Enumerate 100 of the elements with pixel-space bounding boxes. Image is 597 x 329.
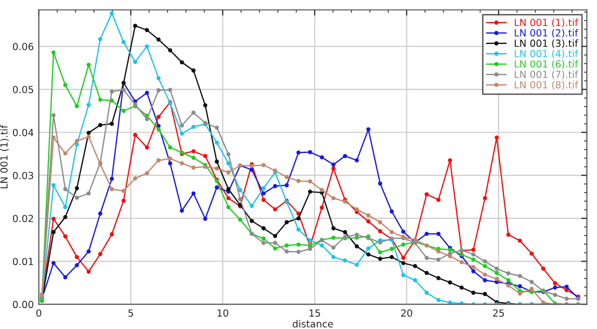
point (250, 168, 254, 172)
point (471, 248, 476, 252)
point (261, 191, 266, 196)
point (261, 186, 266, 190)
point (471, 269, 476, 274)
legend-label: LN 001 (7).tif (514, 70, 578, 80)
point (296, 242, 301, 247)
point (471, 264, 476, 270)
point (238, 188, 242, 192)
point (86, 134, 91, 139)
x-axis-title: distance (292, 320, 333, 328)
point (86, 270, 91, 274)
point (366, 213, 370, 218)
y-axis-title: LN 001 (1).tif (0, 124, 9, 188)
point (63, 83, 68, 88)
point (331, 162, 336, 167)
point (98, 122, 102, 128)
point (308, 246, 312, 251)
legend-label: LN 001 (3).tif (514, 39, 578, 48)
point (331, 254, 336, 260)
point (460, 285, 464, 290)
point (191, 156, 196, 160)
point (168, 156, 172, 161)
point (133, 132, 138, 138)
point (63, 234, 68, 238)
point (110, 232, 114, 236)
point (366, 252, 370, 257)
point (273, 207, 278, 212)
legend-label: LN 001 (4).tif (514, 50, 578, 58)
point (51, 216, 56, 221)
point (63, 205, 68, 210)
point (86, 191, 91, 196)
point (366, 219, 370, 224)
point (390, 209, 394, 214)
point (250, 218, 254, 224)
point (273, 184, 278, 188)
point (191, 124, 196, 129)
point (110, 176, 114, 181)
point (191, 68, 196, 73)
point (494, 270, 499, 276)
point (144, 116, 150, 122)
point (214, 166, 219, 171)
point (250, 204, 254, 208)
point (308, 179, 312, 184)
point (436, 249, 441, 254)
point (63, 275, 68, 280)
point (203, 154, 208, 158)
point (390, 254, 394, 260)
point (354, 262, 359, 267)
point (378, 229, 382, 234)
point (401, 256, 406, 260)
point (191, 149, 196, 154)
point (168, 48, 172, 52)
point (308, 150, 312, 154)
point (86, 62, 91, 67)
x-tick-label: 5 (128, 309, 134, 317)
y-tick-label: 0.04 (12, 128, 34, 136)
point (342, 258, 348, 263)
point (98, 252, 102, 256)
point (320, 206, 324, 210)
point (320, 155, 324, 160)
point (144, 44, 150, 48)
point (530, 252, 534, 256)
point (180, 208, 184, 213)
point (261, 162, 266, 168)
point (122, 88, 126, 92)
legend-label: LN 001 (8).tif (514, 80, 578, 90)
point (331, 166, 336, 171)
point (144, 28, 150, 32)
point (296, 216, 301, 220)
point (378, 181, 382, 186)
point (191, 191, 196, 196)
point (296, 227, 301, 232)
point (51, 113, 56, 118)
point (378, 250, 382, 254)
point (284, 183, 289, 188)
point (74, 254, 79, 260)
point (482, 278, 488, 282)
point (448, 254, 452, 258)
point (482, 196, 488, 200)
point (191, 166, 196, 170)
point (552, 281, 558, 286)
point (180, 60, 184, 64)
point (320, 188, 324, 192)
point (156, 127, 161, 132)
point (98, 212, 102, 216)
point (436, 258, 441, 262)
point (296, 150, 301, 155)
point (144, 171, 150, 176)
point (238, 218, 242, 222)
point (471, 258, 476, 262)
point (168, 145, 172, 150)
point (541, 266, 546, 271)
point (156, 88, 161, 92)
point (273, 246, 278, 251)
y-tick-label: 0.01 (12, 258, 34, 266)
point (320, 243, 324, 248)
point (51, 183, 56, 188)
point (401, 260, 406, 266)
point (552, 292, 558, 297)
